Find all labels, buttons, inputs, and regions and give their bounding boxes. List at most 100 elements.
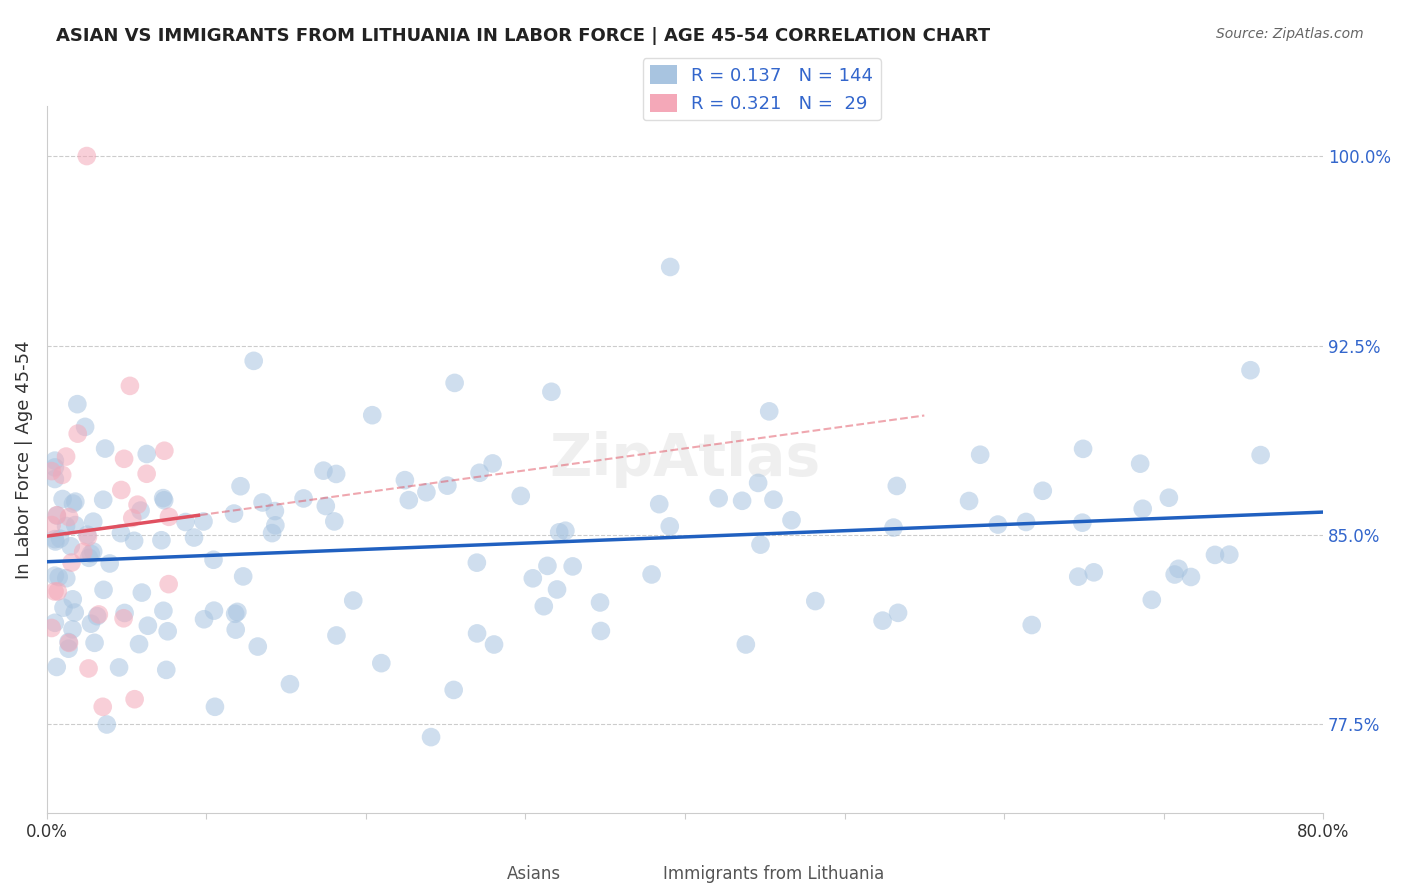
- Point: [60, 556, 83, 570]
- Text: Immigrants from Lithuania: Immigrants from Lithuania: [662, 865, 884, 883]
- Point: [44, 615, 66, 630]
- Point: [1083, 566, 1105, 580]
- Point: [58, 636, 80, 650]
- Point: [758, 404, 780, 418]
- Text: Asians: Asians: [508, 865, 561, 883]
- Point: [465, 626, 488, 640]
- Point: [58, 510, 80, 524]
- Point: [44, 460, 66, 475]
- Point: [536, 558, 558, 573]
- Point: [1167, 562, 1189, 576]
- Point: [315, 499, 337, 513]
- Point: [481, 457, 503, 471]
- Point: [246, 640, 269, 654]
- Point: [62, 497, 84, 511]
- Point: [48, 570, 70, 584]
- Point: [1132, 501, 1154, 516]
- Point: [52, 600, 75, 615]
- Point: [77, 530, 100, 544]
- Point: [135, 467, 157, 481]
- Point: [112, 611, 135, 625]
- Point: [202, 553, 225, 567]
- Point: [780, 513, 803, 527]
- Point: [45, 508, 67, 523]
- Point: [222, 507, 245, 521]
- Point: [887, 606, 910, 620]
- Point: [127, 498, 149, 512]
- Point: [55, 571, 77, 585]
- Point: [312, 464, 335, 478]
- Point: [1140, 592, 1163, 607]
- Point: [415, 485, 437, 500]
- Point: [1071, 516, 1094, 530]
- Point: [108, 660, 131, 674]
- Point: [370, 656, 392, 670]
- Legend: R = 0.137   N = 144, R = 0.321   N =  29: R = 0.137 N = 144, R = 0.321 N = 29: [643, 58, 880, 120]
- Point: [152, 491, 174, 505]
- Point: [224, 607, 246, 621]
- Y-axis label: In Labor Force | Age 45-54: In Labor Force | Age 45-54: [15, 340, 32, 579]
- Point: [325, 467, 347, 481]
- Point: [648, 497, 671, 511]
- Point: [1239, 363, 1261, 377]
- Point: [44, 584, 66, 599]
- Point: [136, 618, 159, 632]
- Point: [183, 531, 205, 545]
- Point: [361, 408, 384, 422]
- Point: [1204, 548, 1226, 562]
- Point: [987, 517, 1010, 532]
- Point: [1163, 567, 1185, 582]
- Point: [51, 467, 73, 482]
- Text: ZipAtlas: ZipAtlas: [550, 431, 821, 488]
- Point: [96, 717, 118, 731]
- Point: [157, 577, 180, 591]
- Point: [193, 515, 215, 529]
- Point: [121, 511, 143, 525]
- Point: [1157, 491, 1180, 505]
- Point: [66, 397, 89, 411]
- Point: [129, 503, 152, 517]
- Point: [443, 682, 465, 697]
- Point: [76, 527, 98, 541]
- Point: [44, 534, 66, 549]
- Point: [77, 661, 100, 675]
- Point: [122, 533, 145, 548]
- Point: [731, 493, 754, 508]
- Point: [124, 692, 146, 706]
- Point: [883, 520, 905, 534]
- Point: [112, 451, 135, 466]
- Point: [131, 585, 153, 599]
- Point: [1067, 569, 1090, 583]
- Point: [76, 149, 98, 163]
- Point: [80, 616, 103, 631]
- Point: [91, 492, 114, 507]
- Point: [1218, 548, 1240, 562]
- Point: [63, 606, 86, 620]
- Point: [153, 443, 176, 458]
- Point: [242, 354, 264, 368]
- Point: [66, 426, 89, 441]
- Point: [443, 376, 465, 390]
- Point: [292, 491, 315, 506]
- Point: [59, 539, 82, 553]
- Point: [465, 556, 488, 570]
- Point: [41, 464, 63, 478]
- Point: [41, 518, 63, 533]
- Point: [1032, 483, 1054, 498]
- Point: [204, 699, 226, 714]
- Point: [55, 450, 77, 464]
- Point: [80, 547, 103, 561]
- Point: [135, 447, 157, 461]
- Point: [278, 677, 301, 691]
- Point: [522, 571, 544, 585]
- Point: [82, 544, 104, 558]
- Point: [174, 515, 197, 529]
- Point: [45, 660, 67, 674]
- Point: [264, 504, 287, 518]
- Point: [45, 508, 67, 523]
- Point: [114, 606, 136, 620]
- Point: [957, 494, 980, 508]
- Point: [436, 478, 458, 492]
- Point: [86, 609, 108, 624]
- Point: [58, 641, 80, 656]
